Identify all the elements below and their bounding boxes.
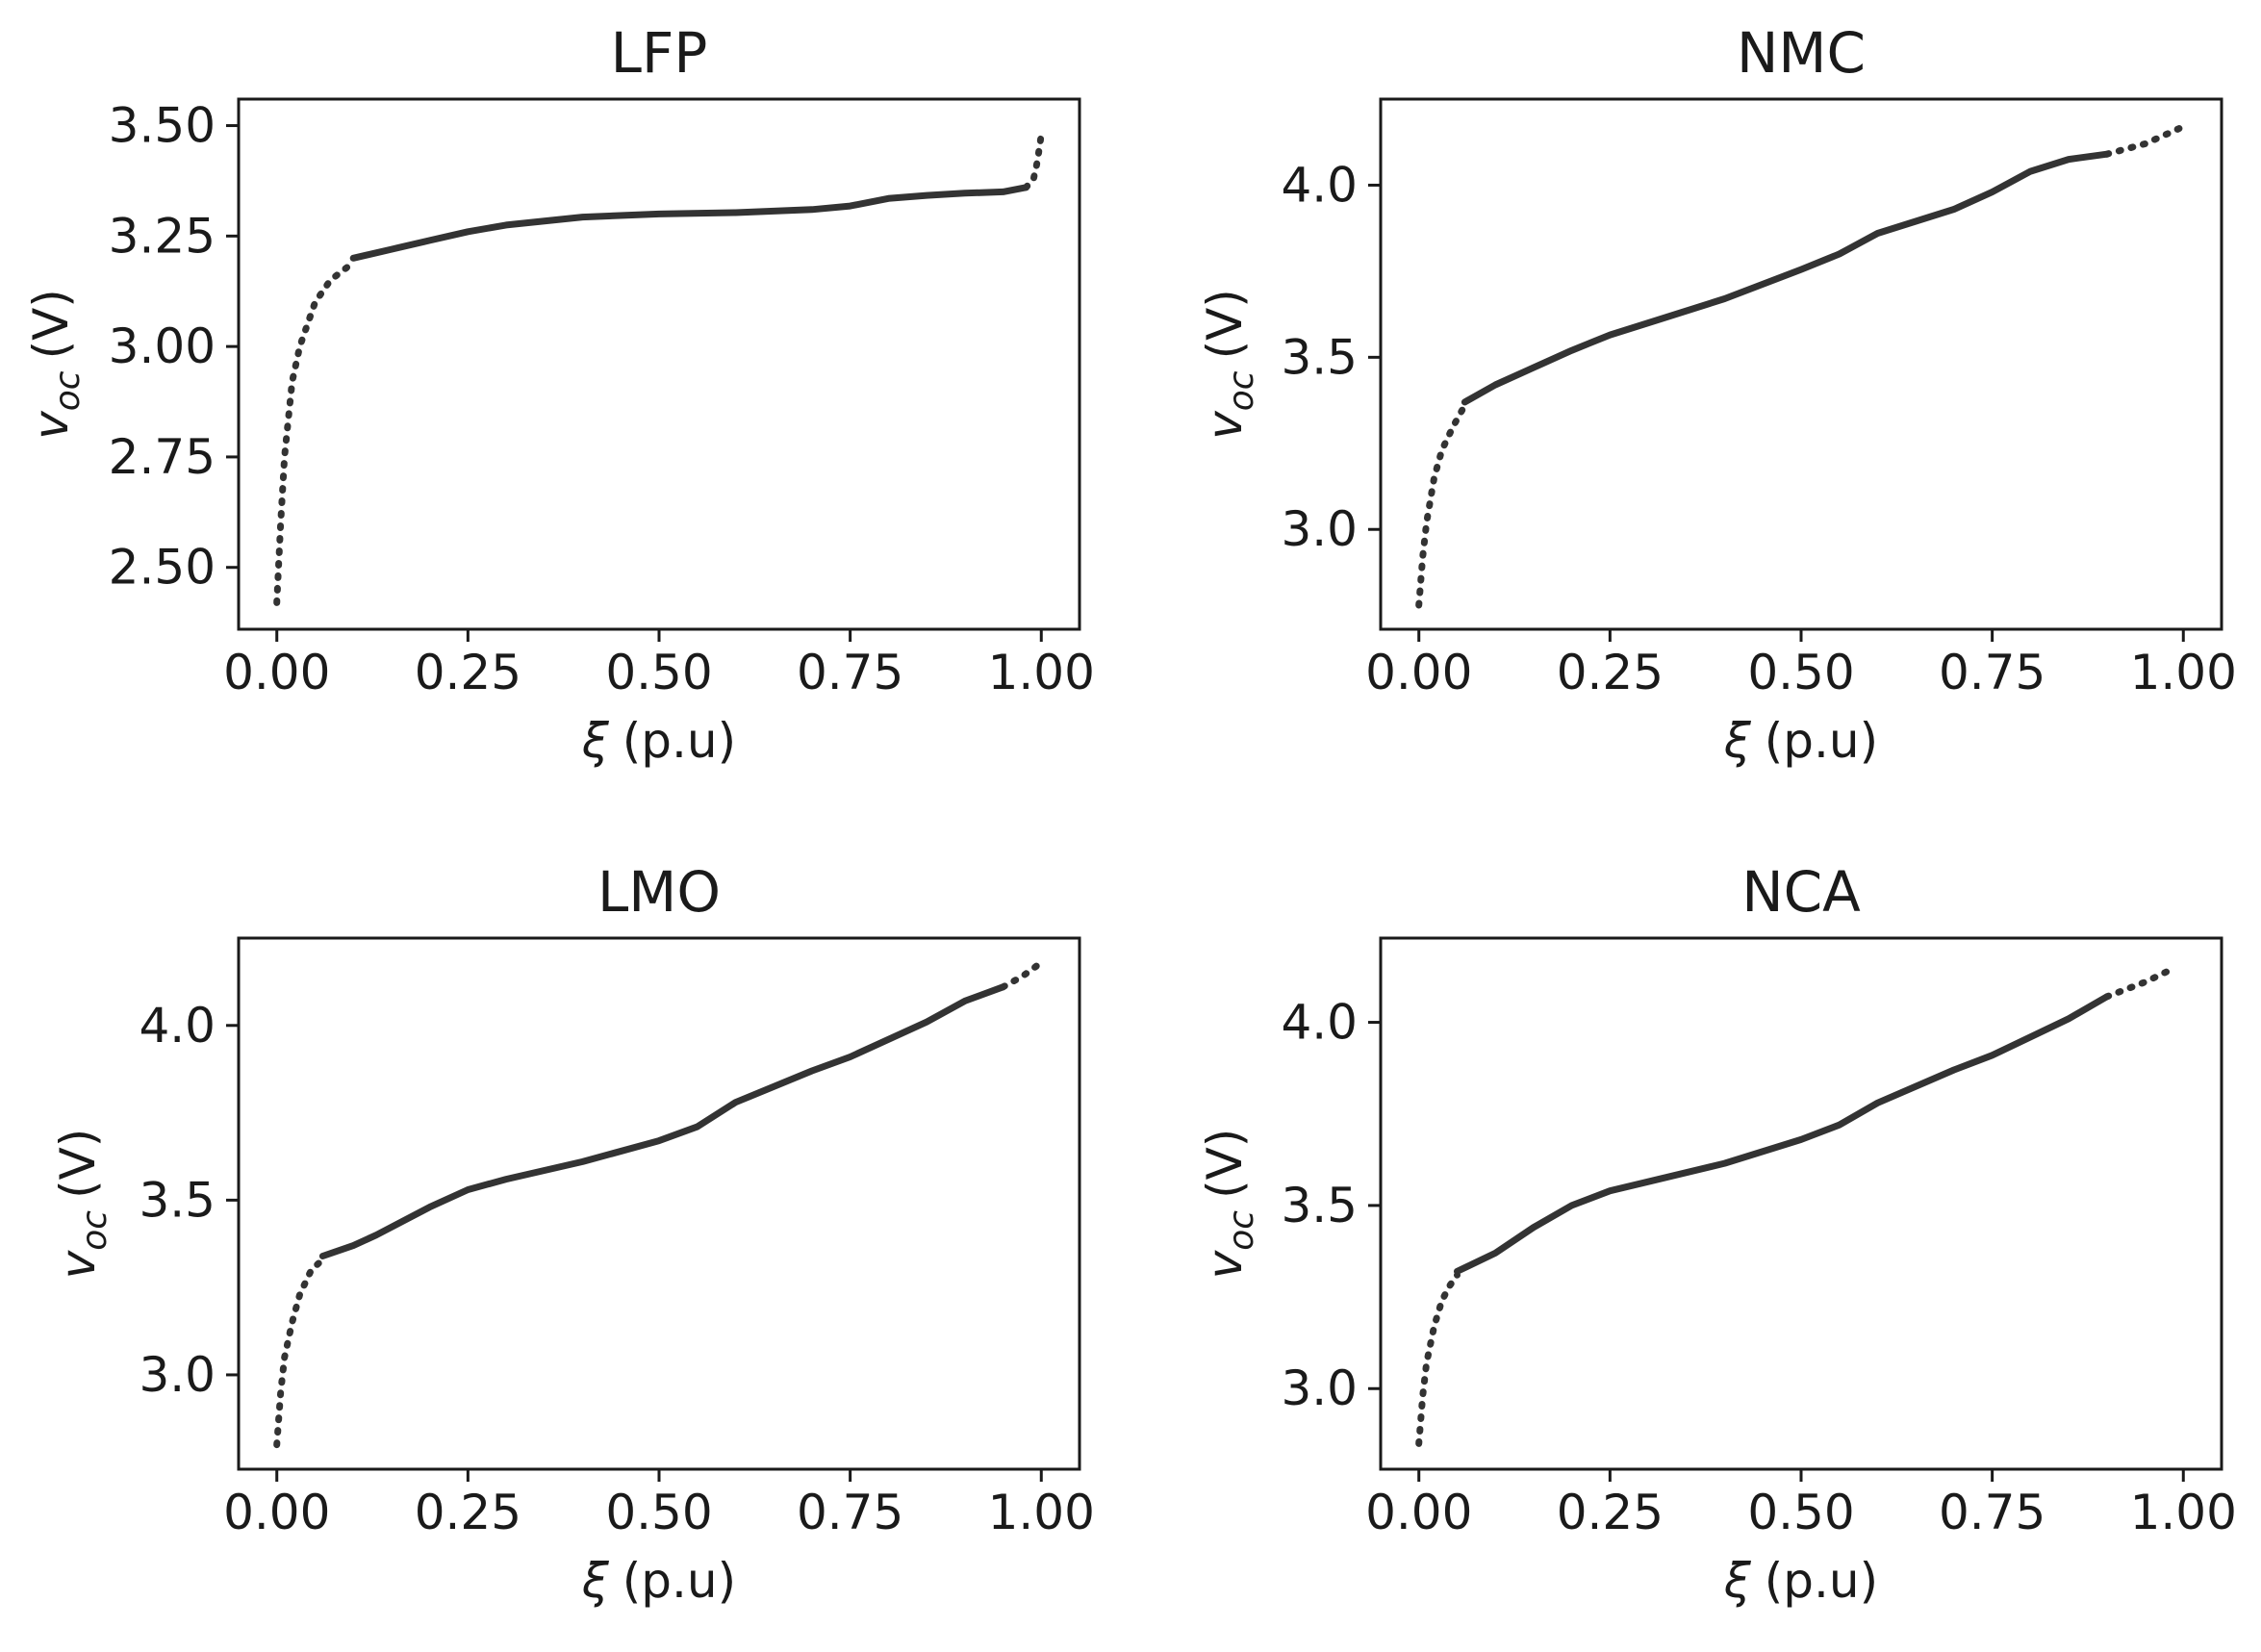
y-axis-label-subscript-nca: oc	[1222, 1210, 1261, 1251]
axes-frame-nca	[1379, 936, 2223, 1471]
axes-frame-lfp	[237, 97, 1081, 631]
series-lmo-solid	[318, 983, 1006, 1259]
x-tick-label-lmo-4: 1.00	[988, 1485, 1095, 1540]
x-axis-label-lmo: ξ (p.u)	[581, 1553, 736, 1609]
y-axis-label-unit-nca: (V)	[1197, 1129, 1253, 1199]
x-axis-label-unit-lmo: (p.u)	[622, 1553, 736, 1609]
y-tick-label-nmc-0: 3.0	[1281, 501, 1358, 557]
series-lfp-solid	[349, 184, 1029, 262]
x-axis-label-lfp: ξ (p.u)	[581, 713, 736, 769]
x-tick-label-lmo-2: 0.50	[605, 1485, 712, 1540]
panel-lmo: 0.00 0.25 0.50 0.75 1.00 3.0 3.5 4.0 LMO ξ (p.u) vo…	[50, 859, 1095, 1609]
y-tick-label-nmc-2: 4.0	[1281, 157, 1358, 213]
series-nca-solid	[1454, 993, 2111, 1275]
x-tick-label-lfp-2: 0.50	[605, 645, 712, 700]
series-lfp-dotted-start	[273, 259, 357, 606]
y-axis-label-symbol-nca: v	[1197, 1249, 1253, 1279]
x-tick-label-nmc-0: 0.00	[1365, 645, 1472, 700]
series-nmc-dotted-end	[2103, 123, 2187, 158]
y-axis-label-symbol-lmo: v	[50, 1249, 106, 1279]
x-axis-label-unit-nca: (p.u)	[1765, 1553, 1878, 1609]
y-tick-label-lfp-0: 2.50	[109, 540, 216, 596]
x-tick-label-lmo-0: 0.00	[223, 1485, 330, 1540]
y-axis-label-subscript-lfp: oc	[48, 370, 88, 411]
y-tick-label-lfp-2: 3.00	[109, 318, 216, 374]
x-axis-label-unit-lfp: (p.u)	[622, 713, 736, 769]
chart-title-lfp: LFP	[611, 20, 708, 86]
series-nca-dotted-start	[1415, 1271, 1461, 1447]
x-tick-label-nca-1: 0.25	[1557, 1485, 1664, 1540]
y-tick-label-lmo-2: 4.0	[139, 998, 216, 1054]
y-tick-label-lmo-0: 3.0	[139, 1347, 216, 1403]
x-tick-label-lmo-1: 0.25	[415, 1485, 521, 1540]
y-tick-label-lfp-3: 3.25	[109, 208, 216, 264]
x-tick-label-nca-4: 1.00	[2130, 1485, 2237, 1540]
x-axis-label-nca: ξ (p.u)	[1723, 1553, 1878, 1609]
y-axis-label-unit-lfp: (V)	[23, 289, 79, 359]
x-tick-label-lfp-3: 0.75	[797, 645, 903, 700]
y-axis-label-unit-nmc: (V)	[1197, 289, 1253, 359]
y-tick-label-lfp-1: 2.75	[109, 429, 216, 485]
x-tick-label-nca-3: 0.75	[1939, 1485, 2045, 1540]
y-axis-label-symbol-lfp: v	[23, 410, 79, 440]
y-axis-label-lfp: voc (V)	[23, 289, 88, 440]
series-lmo-dotted-end	[1000, 958, 1045, 991]
panel-nca: 0.00 0.25 0.50 0.75 1.00 3.0 3.5 4.0 NCA ξ (p.u) vo…	[1197, 859, 2237, 1609]
x-axis-label-symbol-lmo: ξ	[581, 1553, 610, 1609]
y-axis-label-unit-lmo: (V)	[50, 1129, 106, 1199]
y-tick-label-nca-1: 3.5	[1281, 1178, 1358, 1233]
y-axis-label-nmc: voc (V)	[1197, 289, 1261, 440]
x-axis-label-symbol-lfp: ξ	[581, 713, 610, 769]
axes-frame-lmo	[237, 936, 1081, 1471]
chart-title-lmo: LMO	[597, 859, 721, 925]
x-tick-label-nmc-1: 0.25	[1557, 645, 1664, 700]
series-lmo-dotted-start	[273, 1256, 326, 1449]
x-axis-label-nmc: ξ (p.u)	[1723, 713, 1878, 769]
x-tick-label-lmo-3: 0.75	[797, 1485, 903, 1540]
series-nmc-dotted-start	[1415, 401, 1468, 609]
x-tick-label-nca-0: 0.00	[1365, 1485, 1472, 1540]
x-axis-label-unit-nmc: (p.u)	[1765, 713, 1878, 769]
y-axis-label-lmo: voc (V)	[50, 1129, 114, 1280]
y-axis-label-subscript-lmo: oc	[75, 1210, 114, 1251]
x-tick-label-nca-2: 0.50	[1747, 1485, 1854, 1540]
series-nca-dotted-end	[2103, 964, 2179, 1001]
x-axis-label-symbol-nca: ξ	[1723, 1553, 1752, 1609]
x-tick-label-lfp-0: 0.00	[223, 645, 330, 700]
y-tick-label-lmo-1: 3.5	[139, 1172, 216, 1228]
y-tick-label-nmc-1: 3.5	[1281, 329, 1358, 385]
y-axis-label-nca: voc (V)	[1197, 1129, 1261, 1280]
x-tick-label-lfp-1: 0.25	[415, 645, 521, 700]
axes-frame-nmc	[1379, 97, 2223, 631]
x-axis-label-symbol-nmc: ξ	[1723, 713, 1752, 769]
x-tick-label-lfp-4: 1.00	[988, 645, 1095, 700]
y-tick-label-nca-2: 4.0	[1281, 995, 1358, 1051]
x-tick-label-nmc-2: 0.50	[1747, 645, 1854, 700]
x-tick-label-nmc-3: 0.75	[1939, 645, 2045, 700]
chart-title-nmc: NMC	[1737, 20, 1866, 86]
y-axis-label-symbol-nmc: v	[1197, 410, 1253, 440]
series-nmc-solid	[1461, 150, 2111, 406]
y-axis-label-subscript-nmc: oc	[1222, 370, 1261, 411]
panel-nmc: 0.00 0.25 0.50 0.75 1.00 3.0 3.5 4.0 NMC ξ (p.u) vo…	[1197, 20, 2237, 769]
chart-title-nca: NCA	[1741, 859, 1861, 925]
series-lfp-dotted-end	[1022, 131, 1045, 191]
panel-lfp: 0.00 0.25 0.50 0.75 1.00 2.50 2.75 3.00 3.25 3.50…	[23, 20, 1095, 769]
x-tick-label-nmc-4: 1.00	[2130, 645, 2237, 700]
y-tick-label-nca-0: 3.0	[1281, 1360, 1358, 1416]
y-tick-label-lfp-4: 3.50	[109, 98, 216, 154]
